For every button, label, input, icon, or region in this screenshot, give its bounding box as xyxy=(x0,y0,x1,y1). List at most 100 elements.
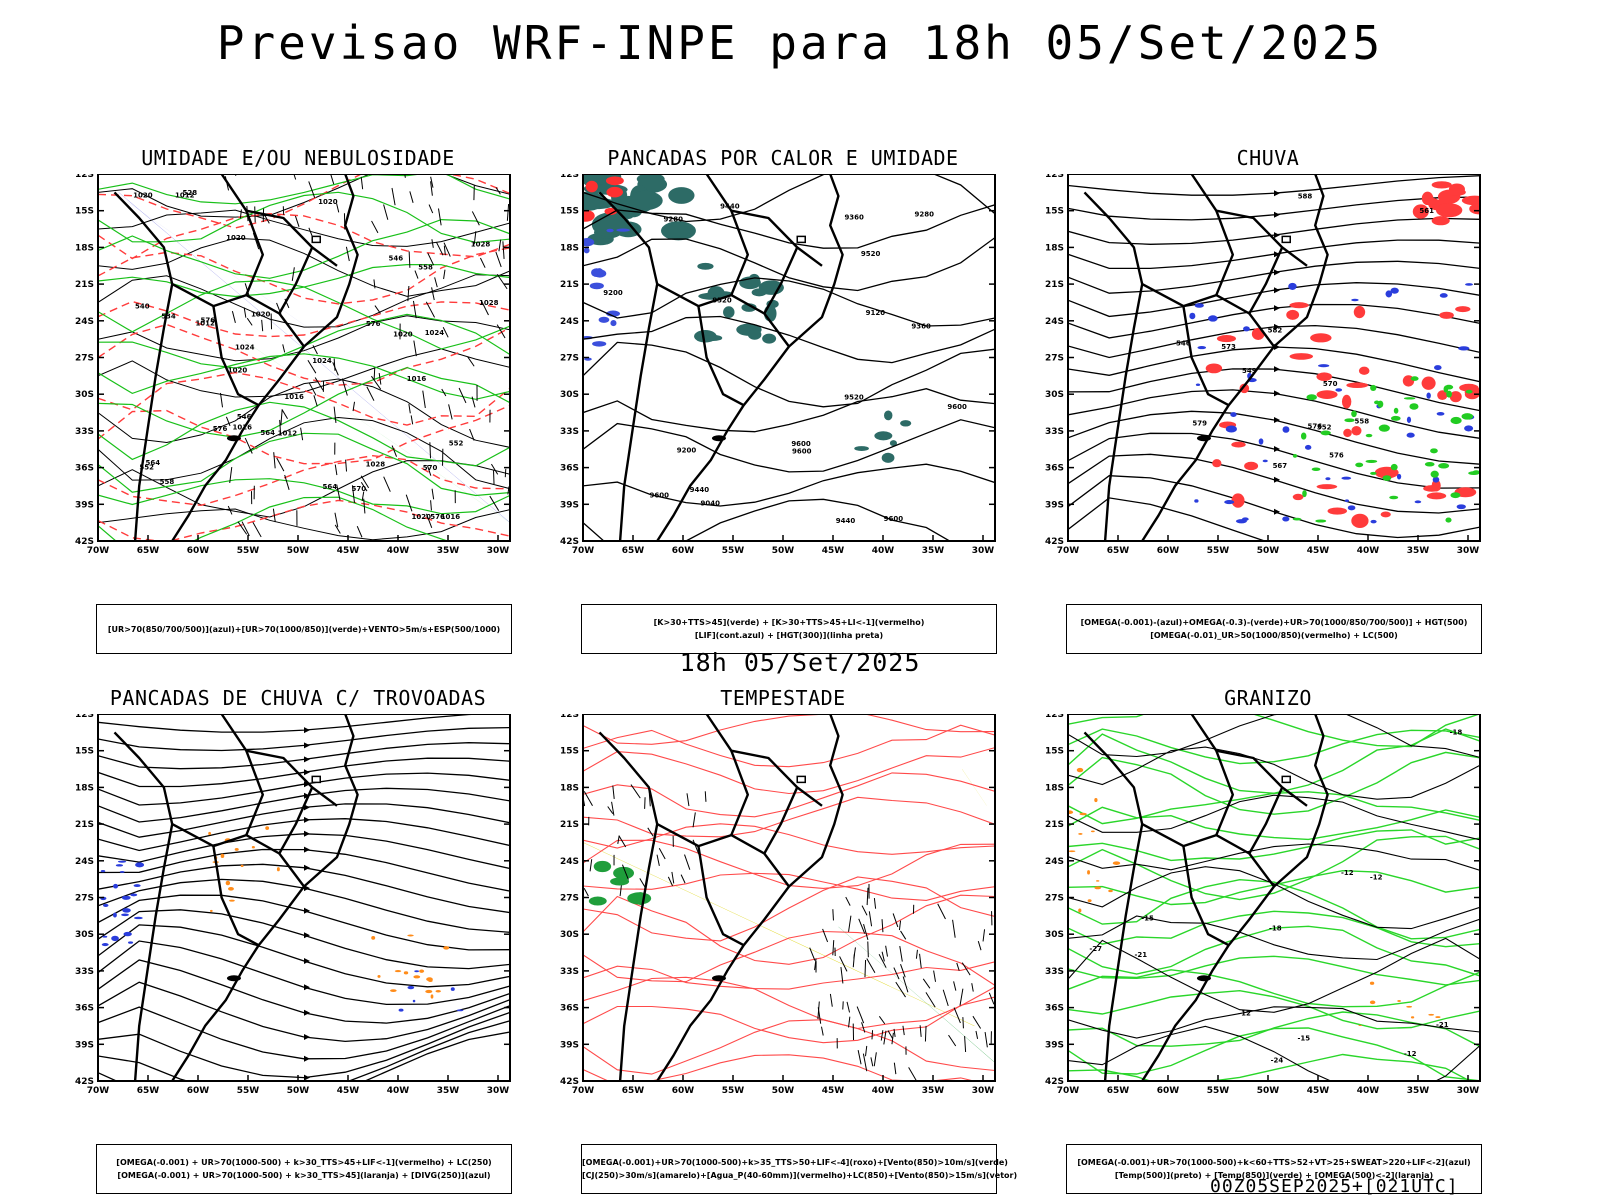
lon-tick-label: 30W xyxy=(972,1086,995,1096)
field-blob xyxy=(1459,383,1479,392)
contour-label: 576 xyxy=(1308,422,1323,430)
field-blob xyxy=(265,826,270,830)
lon-tick-label: 35W xyxy=(922,546,945,556)
streamline xyxy=(1068,497,1267,541)
panel-title: UMIDADE E/OU NEBULOSIDADE xyxy=(141,146,455,170)
legend-line: [OMEGA(-0.001) + UR>70(1000-500) + k>30_… xyxy=(117,1171,491,1180)
wind-vector xyxy=(857,1050,862,1065)
lon-tick-label: 45W xyxy=(337,1086,360,1096)
panel-granizo: GRANIZO -12 -12 -15 -12 -12 -18 -15 -18 -21 -24 -2… xyxy=(1038,686,1498,1194)
map-fields: 588 582 576 576 573 570 567 561 558 552 549 546 579 xyxy=(1068,175,1480,541)
contour-line xyxy=(1068,910,1480,948)
wind-vector xyxy=(988,992,995,1005)
field-blob xyxy=(606,186,623,198)
field-blob xyxy=(1377,400,1384,408)
wind-vector xyxy=(307,359,317,374)
field-blob xyxy=(1112,861,1121,865)
field-blob xyxy=(1317,364,1330,368)
contour-label: 549 xyxy=(1242,367,1257,375)
wind-vector xyxy=(908,1067,917,1081)
field-blob xyxy=(1195,383,1201,386)
field-blob xyxy=(606,228,614,233)
field-blob xyxy=(1369,1000,1376,1005)
map-umidade: 1016 1012 1012 1016 1016 1020 1012 1020 1016 1020… xyxy=(75,174,511,556)
legend-line: [Temp(500)](preto) + [Temp(850)](verde) … xyxy=(1114,1171,1434,1180)
field-blob xyxy=(1292,454,1298,458)
political-boundaries xyxy=(1083,714,1329,1082)
field-blob xyxy=(1439,293,1448,298)
wind-vector xyxy=(414,270,419,279)
lake-marker xyxy=(1281,775,1291,784)
contour-label: 576 xyxy=(200,316,215,324)
contour-label: 576 xyxy=(366,320,381,328)
field-blob xyxy=(1302,490,1307,498)
wind-vector xyxy=(942,989,949,1007)
map-background xyxy=(583,174,995,541)
contour-label: 1020 xyxy=(133,191,153,199)
streamline-arrow xyxy=(1274,190,1280,197)
lon-tick-label: 40W xyxy=(1357,1086,1380,1096)
contour-label: 1020 xyxy=(412,513,432,521)
wind-vector xyxy=(933,970,937,982)
contour-line xyxy=(98,353,510,400)
streamline-arrow xyxy=(304,756,310,763)
field-blob xyxy=(1244,461,1259,471)
field-blob xyxy=(128,941,134,944)
wind-vector xyxy=(840,966,844,984)
field-blob xyxy=(443,946,450,950)
lat-tick-label: 27S xyxy=(560,894,579,904)
field-blob xyxy=(583,247,590,254)
field-blob xyxy=(133,916,143,920)
wind-vector xyxy=(408,404,411,414)
streamline-arrow xyxy=(1274,305,1280,312)
field-blob xyxy=(585,180,598,193)
wind-vector xyxy=(919,953,922,969)
wind-vector xyxy=(229,466,233,484)
wind-vector xyxy=(404,174,406,178)
wind-vector xyxy=(227,505,233,515)
wind-vector xyxy=(225,416,231,427)
contour-label: 540 xyxy=(135,302,150,310)
field-blob xyxy=(610,320,617,327)
field-blob xyxy=(1087,899,1092,903)
contour-line xyxy=(1068,925,1480,977)
contour-label: 9600 xyxy=(650,492,670,500)
field-blob xyxy=(251,846,255,849)
streamline-arrow xyxy=(304,1102,310,1108)
field-blob xyxy=(407,985,415,990)
lat-tick-label: 27S xyxy=(75,894,94,904)
streamline-arrow xyxy=(304,907,310,914)
contour-line xyxy=(583,823,995,855)
field-blob xyxy=(751,288,767,297)
wind-vector xyxy=(656,854,660,866)
lon-tick-label: 50W xyxy=(287,1086,310,1096)
streamline-arrow xyxy=(304,769,310,776)
field-blob xyxy=(1197,346,1207,350)
wind-vector xyxy=(846,1001,851,1013)
panel-title: GRANIZO xyxy=(1224,686,1312,710)
contour-label: -21 xyxy=(1436,1021,1449,1029)
contour-line xyxy=(98,416,510,490)
field-blob xyxy=(1189,312,1196,320)
lat-tick-label: 39S xyxy=(560,1040,579,1050)
panel-legend: [OMEGA(-0.001) + UR>70(1000-500) + k>30_… xyxy=(96,1144,512,1194)
field-blob xyxy=(583,238,595,247)
field-blob xyxy=(228,886,234,891)
wind-vector xyxy=(895,981,906,998)
field-blob xyxy=(1421,376,1436,390)
streamline-arrow xyxy=(304,984,310,991)
contour-label: 528 xyxy=(182,189,197,197)
field-blob xyxy=(583,191,605,211)
contour-line xyxy=(98,508,510,541)
wind-vector xyxy=(333,358,336,371)
field-blob xyxy=(589,282,604,290)
lat-tick-label: 24S xyxy=(560,857,579,867)
field-blob xyxy=(1358,366,1370,375)
contour-label: 558 xyxy=(418,264,433,272)
wind-vector xyxy=(617,835,620,844)
wind-vector xyxy=(870,1057,874,1067)
wind-vector xyxy=(312,345,318,355)
field-blob xyxy=(747,329,762,340)
wind-vector xyxy=(839,956,848,972)
contour-line xyxy=(583,1019,995,1075)
